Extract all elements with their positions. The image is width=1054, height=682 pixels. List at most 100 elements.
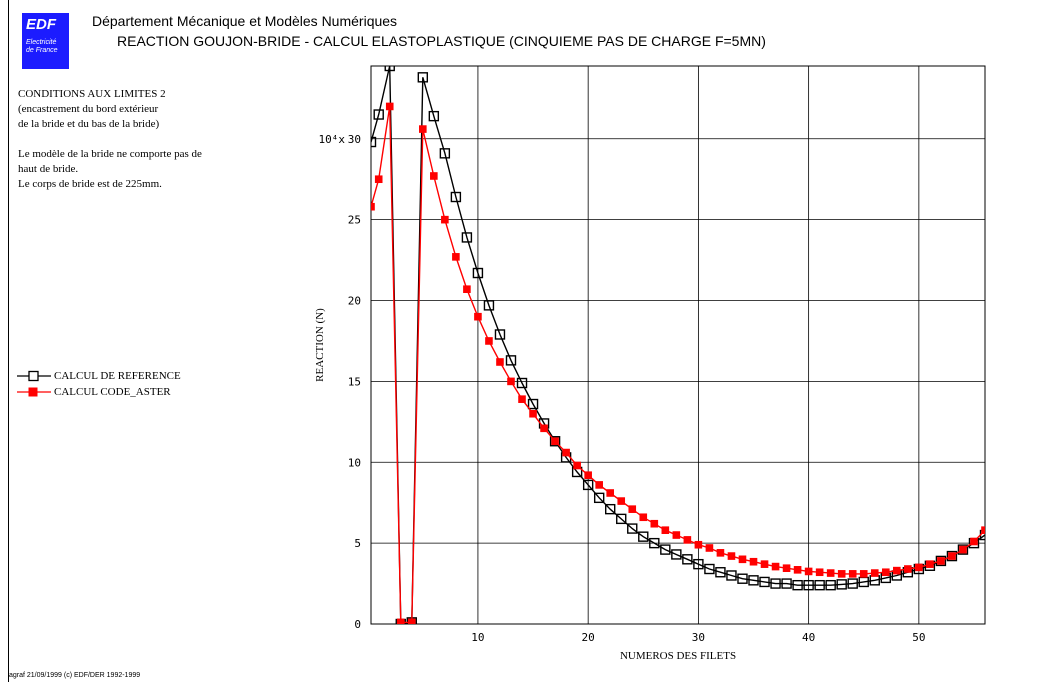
- x-axis-title: NUMEROS DES FILETS: [620, 650, 736, 662]
- y-tick-label: 20: [348, 295, 361, 308]
- data-point-filled-square: [815, 568, 824, 577]
- edf-logo: EDF Electricité de France: [22, 13, 69, 69]
- data-point-open-square: [483, 300, 495, 311]
- data-point-filled-square: [540, 424, 548, 433]
- boundary-conditions-notes: CONDITIONS AUX LIMITES 2 (encastrement d…: [18, 87, 202, 192]
- data-point-filled-square: [881, 568, 890, 577]
- data-point-open-square: [638, 531, 649, 542]
- data-point-open-square: [792, 579, 803, 591]
- data-point-filled-square: [749, 557, 758, 566]
- x-tick-label: 30: [692, 631, 705, 644]
- legend-label-reference: CALCUL DE REFERENCE: [54, 370, 181, 382]
- logo-sub-line-1: Electricité: [26, 39, 57, 46]
- data-point-open-square: [803, 579, 814, 591]
- data-point-filled-square: [628, 505, 637, 513]
- data-point-open-square: [726, 570, 737, 581]
- page-frame: [8, 0, 1054, 682]
- department-name: Département Mécanique et Modèles Numériq…: [92, 13, 398, 29]
- data-point-filled-square: [474, 312, 482, 321]
- data-point-filled-square: [705, 544, 714, 552]
- data-point-open-square: [660, 544, 671, 555]
- note-line: CONDITIONS AUX LIMITES 2: [18, 88, 166, 100]
- data-point-filled-square: [595, 481, 603, 489]
- data-point-open-square: [814, 579, 825, 591]
- data-point-open-square: [759, 576, 770, 588]
- data-point-filled-square: [573, 461, 581, 470]
- y-axis-title: REACTION (N): [314, 308, 326, 382]
- data-point-filled-square: [407, 618, 416, 624]
- data-point-filled-square: [507, 377, 515, 386]
- data-point-filled-square: [948, 552, 956, 560]
- data-point-filled-square: [893, 566, 901, 575]
- data-point-filled-square: [981, 526, 985, 534]
- data-point-open-square: [417, 72, 429, 83]
- data-point-open-square: [428, 110, 440, 122]
- data-point-filled-square: [529, 409, 537, 418]
- data-point-open-square: [505, 355, 517, 366]
- data-point-filled-square: [672, 531, 681, 539]
- data-point-open-square: [682, 554, 693, 565]
- data-point-filled-square: [518, 395, 526, 403]
- data-point-open-square: [373, 109, 384, 120]
- footer-copyright: agraf 21/09/1999 (c) EDF/DER 1992-1999: [9, 672, 141, 679]
- y-tick-label: 15: [348, 375, 361, 388]
- data-point-filled-square: [374, 175, 383, 184]
- y-tick-label: 0: [354, 618, 361, 631]
- data-point-filled-square: [584, 471, 592, 479]
- series-reference: [371, 66, 985, 624]
- data-point-filled-square: [551, 437, 559, 446]
- data-point-open-square: [494, 329, 506, 340]
- series-code-aster: [371, 102, 985, 624]
- data-point-filled-square: [452, 253, 460, 261]
- data-point-filled-square: [760, 560, 769, 568]
- data-point-filled-square: [716, 549, 725, 557]
- note-line: de la bride et du bas de la bride): [18, 118, 160, 130]
- data-point-filled-square: [771, 562, 780, 571]
- data-point-filled-square: [848, 570, 857, 578]
- data-point-open-square: [836, 579, 847, 590]
- data-point-filled-square: [870, 569, 879, 577]
- data-point-filled-square: [926, 560, 934, 568]
- plot-area-border: [370, 65, 986, 625]
- data-point-open-square: [957, 544, 969, 555]
- filled-square-marker-icon: [17, 387, 51, 397]
- data-point-open-square: [582, 479, 594, 491]
- data-point-filled-square: [782, 564, 791, 572]
- y-tick-label: 30: [348, 133, 361, 146]
- data-point-open-square: [946, 550, 958, 562]
- data-point-filled-square: [606, 489, 615, 497]
- data-point-filled-square: [496, 358, 504, 366]
- data-point-filled-square: [430, 172, 438, 180]
- data-point-open-square: [935, 555, 947, 567]
- data-point-filled-square: [562, 448, 570, 457]
- data-point-open-square: [472, 267, 484, 279]
- data-point-filled-square: [793, 566, 802, 574]
- data-point-filled-square: [650, 519, 659, 528]
- data-point-open-square: [627, 523, 638, 534]
- data-point-filled-square: [396, 618, 405, 624]
- data-point-open-square: [781, 578, 792, 589]
- data-point-open-square: [770, 578, 781, 589]
- data-point-filled-square: [837, 570, 846, 578]
- data-point-filled-square: [683, 536, 692, 544]
- data-point-open-square: [450, 191, 462, 203]
- data-point-open-square: [384, 66, 395, 72]
- data-point-filled-square: [463, 285, 471, 293]
- data-point-filled-square: [661, 526, 670, 534]
- data-point-open-square: [693, 558, 704, 570]
- data-point-filled-square: [859, 570, 868, 578]
- x-tick-label: 50: [912, 631, 925, 644]
- data-point-open-square: [748, 575, 759, 586]
- data-point-filled-square: [419, 125, 427, 133]
- series-line: [371, 106, 985, 624]
- data-point-open-square: [671, 549, 682, 560]
- y-tick-label: 5: [354, 537, 361, 550]
- data-point-filled-square: [915, 563, 923, 572]
- data-point-open-square: [704, 563, 715, 575]
- note-line: Le corps de bride est de 225mm.: [18, 178, 162, 190]
- note-line: haut de bride.: [18, 163, 79, 175]
- data-point-filled-square: [826, 569, 835, 577]
- data-point-filled-square: [727, 552, 736, 560]
- logo-sub-text: Electricité de France: [26, 39, 58, 55]
- data-point-open-square: [593, 492, 605, 504]
